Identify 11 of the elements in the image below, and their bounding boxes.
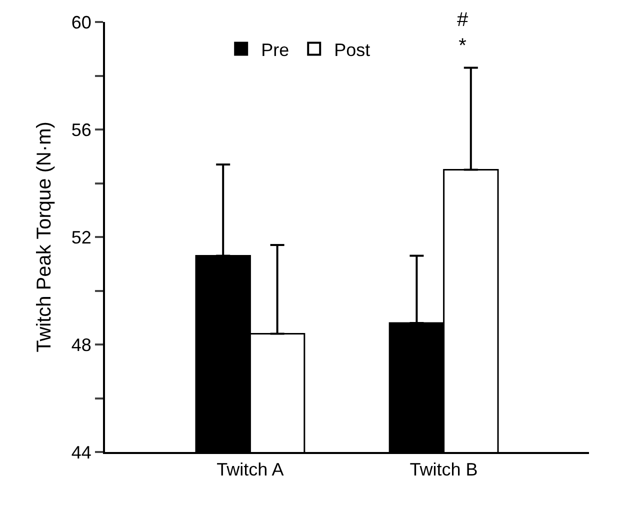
legend-label: Pre <box>261 40 290 60</box>
y-tick-label: 56 <box>71 120 92 140</box>
legend-label: Post <box>334 40 370 60</box>
y-tick-label: 52 <box>71 227 92 248</box>
x-tick-label: Twitch B <box>410 460 478 480</box>
y-axis-title: Twitch Peak Torque (N·m) <box>33 122 56 352</box>
y-tick-label: 44 <box>71 442 92 462</box>
y-tick-label: 60 <box>71 12 92 32</box>
annotation: # * <box>457 9 469 57</box>
y-tick-label: 48 <box>71 334 92 355</box>
x-tick-label: Twitch A <box>216 460 284 480</box>
